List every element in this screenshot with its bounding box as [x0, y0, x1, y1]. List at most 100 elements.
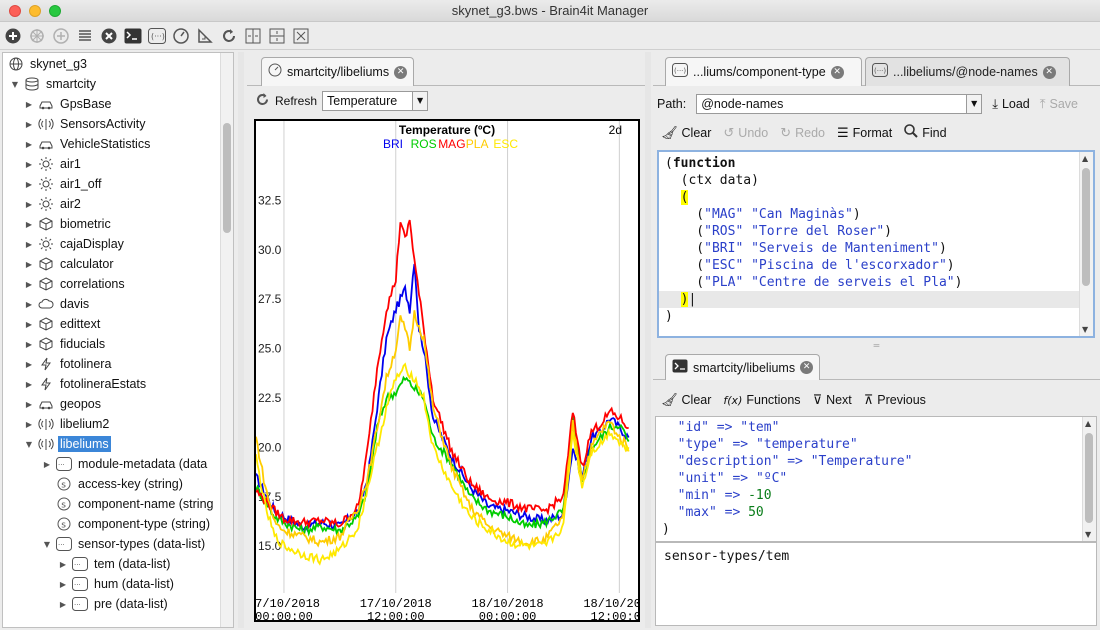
- measure-icon[interactable]: [195, 26, 215, 46]
- load-button[interactable]: ⤓ Load: [992, 96, 1030, 112]
- horizontal-splitter[interactable]: ═: [873, 341, 880, 350]
- chevron-right-icon[interactable]: ▶: [25, 219, 33, 229]
- tree-item[interactable]: ▶ fotolineraEstats: [23, 374, 233, 394]
- tree-item[interactable]: ▶ biometric: [23, 214, 233, 234]
- clear-button[interactable]: 🧹︎ Clear: [661, 125, 712, 141]
- stop-icon[interactable]: [99, 26, 119, 46]
- editor-scrollbar[interactable]: ▲ ▼: [1079, 152, 1093, 336]
- refresh-button[interactable]: Refresh: [275, 94, 318, 108]
- tree-item[interactable]: ▶ calculator: [23, 254, 233, 274]
- close-tab-icon[interactable]: ✕: [394, 65, 408, 79]
- tree-item[interactable]: ▶ ··· hum (data-list): [57, 574, 233, 594]
- tree-item[interactable]: ▶ ··· pre (data-list): [57, 594, 233, 614]
- tree-item[interactable]: s component-name (string: [41, 494, 233, 514]
- tab-node-names[interactable]: (···) ...libeliums/@node-names ✕: [865, 57, 1070, 86]
- tree-item[interactable]: ▶ VehicleStatistics: [23, 134, 233, 154]
- add-icon[interactable]: [3, 26, 23, 46]
- close-tab-icon[interactable]: ✕: [1042, 65, 1056, 79]
- refresh-icon[interactable]: [219, 26, 239, 46]
- console-output[interactable]: "id" => "tem" "type" => "temperature" "d…: [655, 416, 1097, 542]
- undo-button[interactable]: ↺ Undo: [723, 125, 769, 141]
- split-horizontal-icon[interactable]: [243, 26, 263, 46]
- next-button[interactable]: ⊽ Next: [812, 392, 852, 408]
- tree-item[interactable]: ▼ libeliums: [23, 434, 233, 454]
- code-editor[interactable]: (function (ctx data) ( ("MAG" "Can Magin…: [657, 150, 1095, 338]
- chevron-right-icon[interactable]: ▶: [43, 459, 51, 469]
- functions-button[interactable]: f(x) Functions: [723, 393, 801, 407]
- close-tab-icon[interactable]: ✕: [830, 65, 844, 79]
- tree-item[interactable]: ▶ libelium2: [23, 414, 233, 434]
- chevron-right-icon[interactable]: ▶: [25, 279, 33, 289]
- tree-item[interactable]: ▶ air2: [23, 194, 233, 214]
- chevron-right-icon[interactable]: ▶: [59, 579, 67, 589]
- chevron-right-icon[interactable]: ▶: [25, 339, 33, 349]
- save-button[interactable]: ⤒ Save: [1039, 96, 1078, 112]
- explore-icon[interactable]: [27, 26, 47, 46]
- function-icon[interactable]: (···): [147, 26, 167, 46]
- chevron-right-icon[interactable]: ▶: [25, 259, 33, 269]
- tree-item[interactable]: ▶ GpsBase: [23, 94, 233, 114]
- command-input[interactable]: sensor-types/tem: [655, 542, 1097, 626]
- chevron-right-icon[interactable]: ▶: [25, 139, 33, 149]
- tree-scrollbar[interactable]: [220, 53, 233, 627]
- tree-item[interactable]: ▶ cajaDisplay: [23, 234, 233, 254]
- minimize-window-button[interactable]: [29, 5, 41, 17]
- chevron-right-icon[interactable]: ▶: [25, 419, 33, 429]
- console-scrollbar[interactable]: ▲ ▼: [1082, 417, 1096, 541]
- chevron-right-icon[interactable]: ▶: [25, 359, 33, 369]
- tree-item[interactable]: ▶ davis: [23, 294, 233, 314]
- tab-console[interactable]: smartcity/libeliums ✕: [665, 354, 821, 380]
- left-splitter[interactable]: [238, 52, 244, 628]
- chevron-right-icon[interactable]: ▶: [59, 599, 67, 609]
- close-window-button[interactable]: [9, 5, 21, 17]
- chevron-right-icon[interactable]: ▶: [25, 319, 33, 329]
- list-icon[interactable]: [75, 26, 95, 46]
- chevron-right-icon[interactable]: ▶: [25, 299, 33, 309]
- tree-item[interactable]: ▶ ··· module-metadata (data: [41, 454, 233, 474]
- chevron-right-icon[interactable]: ▶: [25, 399, 33, 409]
- tree-item[interactable]: s access-key (string): [41, 474, 233, 494]
- sensor-select[interactable]: Temperature ▼: [322, 91, 429, 111]
- console-clear-button[interactable]: 🧹︎ Clear: [661, 392, 712, 408]
- find-button[interactable]: Find: [904, 124, 947, 142]
- chevron-right-icon[interactable]: ▶: [25, 99, 33, 109]
- close-split-icon[interactable]: [291, 26, 311, 46]
- chevron-right-icon[interactable]: ▶: [25, 159, 33, 169]
- chevron-down-icon[interactable]: ▼: [43, 539, 51, 549]
- tab-smartcity-libeliums[interactable]: smartcity/libeliums ✕: [261, 57, 415, 86]
- chevron-right-icon[interactable]: ▶: [25, 199, 33, 209]
- tree-item[interactable]: s component-type (string): [41, 514, 233, 534]
- chevron-right-icon[interactable]: ▶: [59, 559, 67, 569]
- tree-item[interactable]: ▶ fotolinera: [23, 354, 233, 374]
- format-button[interactable]: ☰ Format: [836, 125, 893, 141]
- terminal-icon[interactable]: [123, 26, 143, 46]
- chevron-right-icon[interactable]: ▶: [25, 239, 33, 249]
- path-input[interactable]: @node-names ▼: [696, 94, 983, 114]
- tree-item[interactable]: ▶ correlations: [23, 274, 233, 294]
- tree-item[interactable]: ▶ edittext: [23, 314, 233, 334]
- tree-item[interactable]: ▶ air1_off: [23, 174, 233, 194]
- tree-item[interactable]: ▶ air1: [23, 154, 233, 174]
- redo-button[interactable]: ↻ Redo: [780, 125, 825, 141]
- refresh-icon[interactable]: [255, 92, 270, 111]
- tree-item[interactable]: ▼ ··· sensor-types (data-list): [41, 534, 233, 554]
- right-splitter[interactable]: [645, 52, 651, 628]
- close-tab-icon[interactable]: ✕: [800, 361, 814, 374]
- chevron-right-icon[interactable]: ▶: [25, 119, 33, 129]
- chevron-right-icon[interactable]: ▶: [25, 379, 33, 389]
- split-vertical-icon[interactable]: [267, 26, 287, 46]
- tree-item[interactable]: ▶ geopos: [23, 394, 233, 414]
- tree-root[interactable]: skynet_g3: [5, 54, 225, 74]
- tree-module-smartcity[interactable]: ▼ smartcity: [9, 74, 229, 94]
- chevron-down-icon[interactable]: ▼: [11, 79, 19, 89]
- tree-item[interactable]: ▶ SensorsActivity: [23, 114, 233, 134]
- chevron-down-icon[interactable]: ▼: [25, 439, 33, 449]
- zoom-window-button[interactable]: [49, 5, 61, 17]
- tab-component-type[interactable]: (···) ...liums/component-type ✕: [665, 57, 862, 86]
- chevron-right-icon[interactable]: ▶: [25, 179, 33, 189]
- tree-item[interactable]: ▶ ··· tem (data-list): [57, 554, 233, 574]
- add-disabled-icon[interactable]: [51, 26, 71, 46]
- tree-item[interactable]: ▶ fiducials: [23, 334, 233, 354]
- dashboard-icon[interactable]: [171, 26, 191, 46]
- previous-button[interactable]: ⊼ Previous: [863, 392, 926, 408]
